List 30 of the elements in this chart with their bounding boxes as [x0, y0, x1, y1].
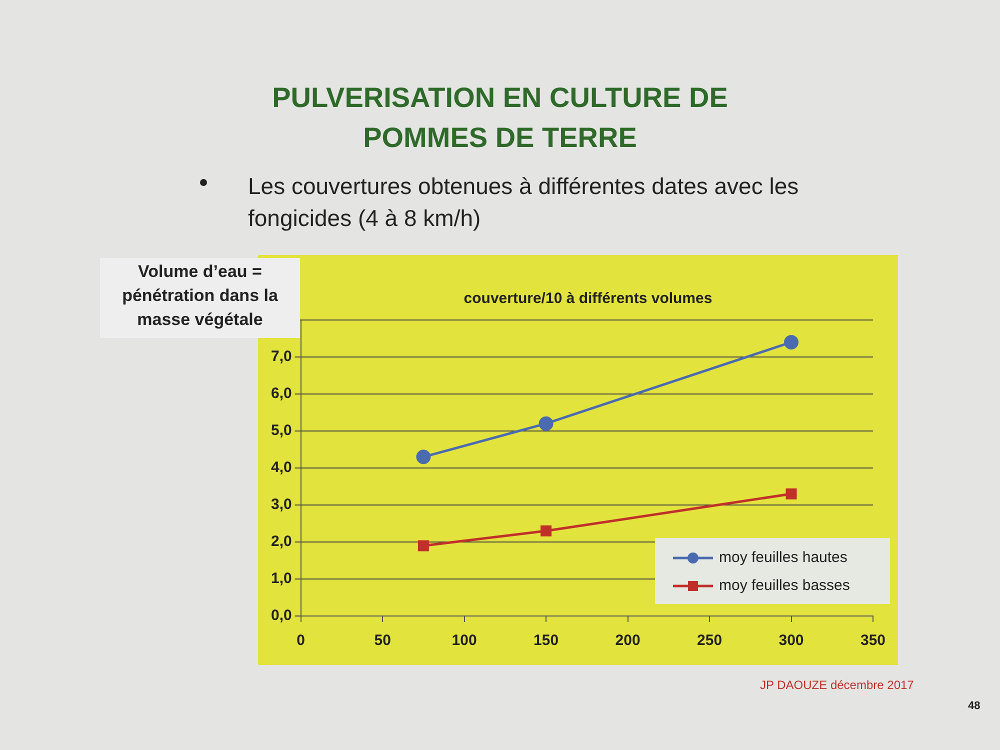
legend-label: moy feuilles hautes: [719, 549, 848, 566]
x-tick-label: 100: [452, 632, 477, 650]
x-tick-label: 300: [778, 632, 804, 650]
y-tick-label: 6,0: [270, 385, 292, 402]
point: [538, 416, 554, 431]
x-tick-label: 50: [374, 632, 391, 650]
point: [784, 334, 799, 350]
x-tick-label: 0: [296, 632, 306, 650]
x-tick-label: 200: [615, 632, 640, 650]
y-tick-label: 1,0: [270, 570, 292, 588]
y-tick-label: 5,0: [270, 422, 292, 440]
text: JP DAOUZE décembre 2017: [760, 678, 914, 692]
y-tick-label: 2,0: [270, 533, 292, 550]
y-tick-label: 3,0: [270, 496, 292, 514]
text: 48: [968, 700, 980, 712]
point: [540, 525, 552, 536]
text: couverture/10 à différents volumes: [464, 290, 712, 307]
point: [418, 540, 429, 552]
x-tick-label: 250: [697, 632, 722, 650]
x-tick-label: 350: [860, 632, 886, 650]
point: [786, 488, 797, 500]
chart-title: PULVERISATION EN CULTURE DE POMMES DE TERRE: [271, 81, 729, 155]
x-tick-label: 150: [534, 632, 559, 650]
y-tick-label: 7,0: [270, 348, 292, 366]
point: [416, 450, 431, 464]
chart-subtitle: Les couvertures obtenues à différentes dates avec les fongicides (4 à 8 km/h): [248, 172, 800, 233]
y-tick-label: 0,0: [270, 607, 292, 624]
legend-label: moy feuilles basses: [719, 577, 850, 594]
y-tick-label: 4,0: [270, 459, 292, 476]
text: Volume d’eau = pénétration dans la masse végétale: [100, 258, 300, 338]
